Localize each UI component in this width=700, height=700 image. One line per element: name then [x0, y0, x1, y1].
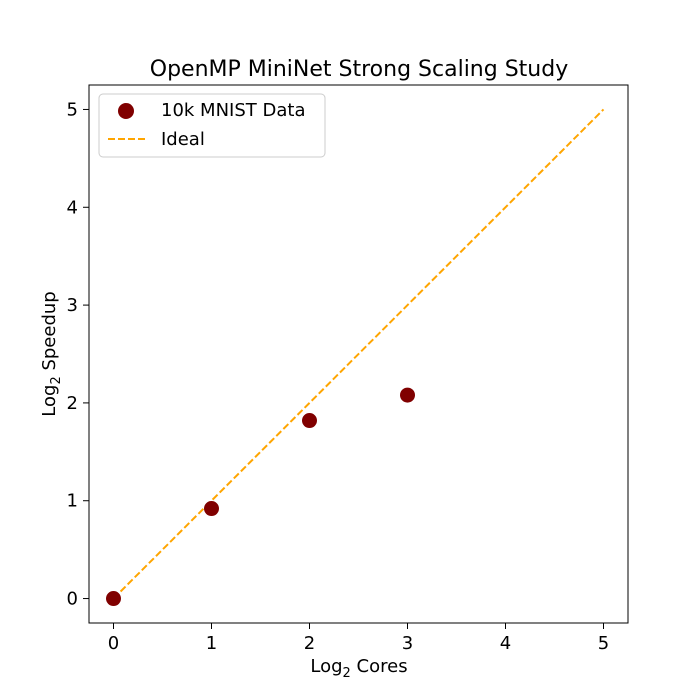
x-tick-label: 2 — [304, 633, 315, 654]
scatter-point — [302, 413, 317, 429]
scatter-point — [106, 591, 121, 607]
y-tick-label: 2 — [67, 393, 78, 414]
plot-frame — [88, 84, 629, 624]
x-tick-label: 1 — [206, 633, 217, 654]
x-tick-label: 0 — [108, 633, 119, 654]
legend: 10k MNIST Data Ideal — [98, 93, 326, 158]
y-tick-label: 4 — [67, 197, 78, 218]
y-tick-label: 3 — [67, 295, 78, 316]
y-axis-label: Log2 Speedup — [39, 291, 64, 416]
y-axis-label-prefix: Log — [39, 385, 60, 417]
ideal-line — [112, 108, 605, 600]
scatter-point — [400, 387, 415, 403]
legend-label-scatter: 10k MNIST Data — [161, 100, 305, 121]
y-tick-label: 1 — [67, 491, 78, 512]
legend-marker-scatter — [118, 103, 134, 119]
plot-area — [88, 84, 629, 624]
chart-title: OpenMP MiniNet Strong Scaling Study — [150, 57, 568, 82]
x-axis-label-subscript: 2 — [343, 666, 351, 681]
x-tick-label: 5 — [598, 633, 609, 654]
y-tick-label: 5 — [67, 99, 78, 120]
x-axis-ticks: 0 1 2 3 4 5 — [108, 623, 609, 654]
x-axis-label: Log2 Cores — [310, 656, 407, 681]
x-tick-label: 4 — [500, 633, 511, 654]
y-tick-label: 0 — [67, 589, 78, 610]
legend-box — [98, 93, 326, 158]
ideal-line-layer — [112, 108, 605, 600]
x-tick-label: 3 — [402, 633, 413, 654]
x-axis-label-prefix: Log — [310, 656, 342, 677]
scatter-points-layer — [106, 387, 415, 607]
scatter-point — [204, 501, 219, 517]
y-axis-label-suffix: Speedup — [39, 291, 60, 376]
y-axis-ticks: 0 1 2 3 4 5 — [67, 99, 89, 610]
legend-label-ideal: Ideal — [161, 129, 205, 150]
y-axis-label-subscript: 2 — [49, 376, 64, 384]
x-axis-label-suffix: Cores — [351, 656, 408, 677]
